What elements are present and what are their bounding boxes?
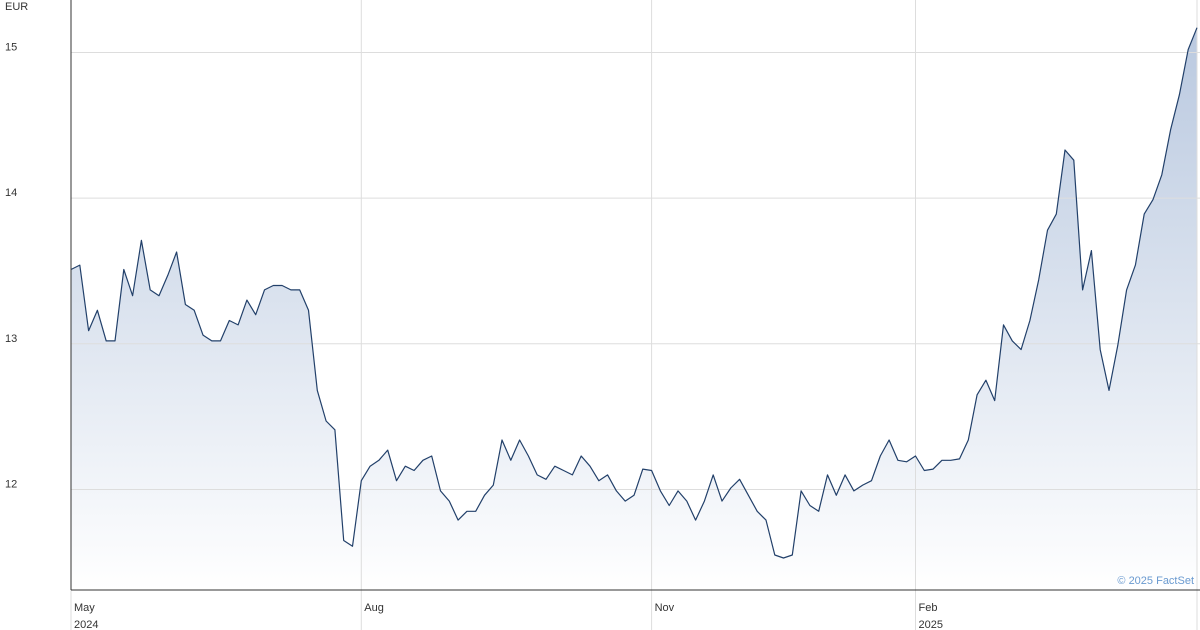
x-tick-label: Feb — [919, 602, 938, 614]
x-tick-label: Nov — [655, 602, 675, 614]
y-tick-label: 14 — [5, 187, 17, 199]
x-tick-label: Aug — [364, 602, 384, 614]
y-tick-label: 15 — [5, 41, 17, 53]
x-year-label: 2025 — [919, 619, 943, 630]
credit: © 2025 FactSet — [1117, 575, 1194, 587]
x-tick-label: May — [74, 602, 95, 614]
y-unit: EUR — [5, 1, 28, 13]
area-fill — [71, 27, 1197, 590]
y-tick-label: 13 — [5, 333, 17, 345]
x-year-label: 2024 — [74, 619, 98, 630]
price-line — [70, 27, 1198, 559]
y-tick-label: 12 — [5, 478, 17, 490]
